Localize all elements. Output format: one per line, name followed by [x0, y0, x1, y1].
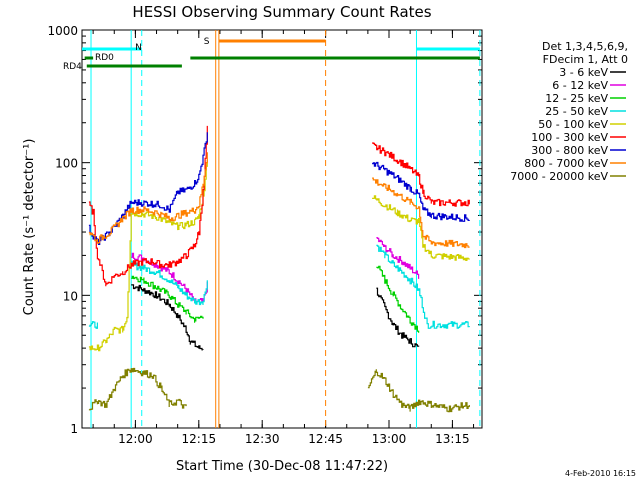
series-line — [88, 132, 470, 245]
y-tick-label: 10 — [63, 289, 78, 303]
series-line — [88, 159, 470, 352]
x-axis-label: Start Time (30-Dec-08 11:47:22) — [176, 459, 388, 474]
green-flag-label: RD0 — [95, 53, 114, 63]
y-tick-label: 100 — [55, 157, 78, 171]
plot-frame — [81, 29, 483, 429]
y-tick-label: 1000 — [47, 24, 78, 38]
x-tick-label: 12:00 — [118, 432, 153, 446]
legend-header: Det 1,3,4,5,6,9, — [542, 40, 628, 53]
legend-label: 100 - 300 keV — [531, 131, 608, 144]
legend-label: 300 - 800 keV — [531, 144, 608, 157]
x-tick-label: 13:15 — [435, 432, 470, 446]
series-line — [88, 244, 470, 329]
series-line — [131, 265, 420, 333]
x-tick-label: 13:00 — [372, 432, 407, 446]
series-line — [131, 284, 420, 351]
legend: Det 1,3,4,5,6,9,FDecim 1, Att 03 - 6 keV… — [510, 40, 628, 183]
plot-area: 1 10 100 1000 12:00 12:15 12:30 12:45 13:00 13:15… — [47, 24, 483, 446]
series-line — [88, 367, 470, 413]
legend-label: 12 - 25 keV — [545, 92, 608, 105]
x-tick-label: 12:15 — [182, 432, 217, 446]
legend-label: 25 - 50 keV — [545, 105, 608, 118]
chart-title: HESSI Observing Summary Count Rates — [132, 3, 431, 21]
orange-flag-label: S — [204, 37, 210, 47]
footer-date: 4-Feb-2010 16:15 — [565, 469, 636, 478]
y-axis-label: Count Rate (s⁻¹ detector⁻¹) — [22, 139, 37, 316]
legend-label: 800 - 7000 keV — [524, 157, 608, 170]
x-tick-label: 12:30 — [245, 432, 280, 446]
legend-label: 7000 - 20000 keV — [510, 170, 608, 183]
legend-header: FDecim 1, Att 0 — [543, 53, 628, 66]
y-tick-label: 1 — [70, 422, 78, 436]
series-line — [88, 125, 470, 287]
legend-label: 3 - 6 keV — [559, 66, 608, 79]
legend-label: 50 - 100 keV — [538, 118, 608, 131]
cyan-flag-label: N — [135, 43, 142, 53]
legend-label: 6 - 12 keV — [552, 79, 608, 92]
green-flag-label: RD4 — [63, 62, 82, 72]
x-tick-label: 12:45 — [308, 432, 343, 446]
series-line — [88, 152, 470, 249]
